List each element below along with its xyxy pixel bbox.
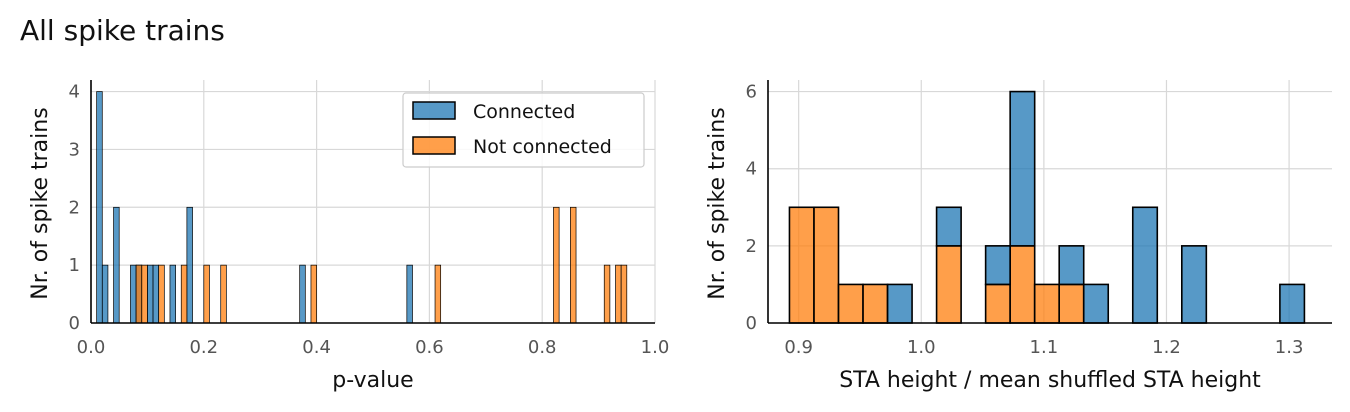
y-tick-label: 1: [69, 255, 80, 276]
bar-not-connected: [1009, 245, 1036, 324]
bar-not-connected: [310, 264, 317, 324]
y-tick-label: 0: [69, 313, 80, 334]
x-tick-label: 0.0: [77, 337, 106, 358]
bar-connected: [299, 264, 306, 324]
bars: [788, 90, 1306, 324]
bar-not-connected: [570, 206, 577, 324]
x-tick-label: 0.6: [415, 337, 444, 358]
bar-connected: [147, 264, 154, 324]
bar-connected: [1058, 245, 1085, 286]
bar-not-connected: [603, 264, 611, 324]
figure-title: All spike trains: [20, 14, 225, 47]
x-tick-label: 1.1: [1030, 337, 1059, 358]
legend-swatch-connected: [412, 101, 456, 120]
legend-label-connected: Connected: [473, 101, 575, 123]
y-axis-label: Nr. of spike trains: [28, 107, 53, 299]
x-tick-label: 1.3: [1275, 337, 1304, 358]
bar-not-connected: [788, 206, 815, 324]
bar-connected: [96, 91, 103, 324]
axes: [90, 80, 655, 324]
bar-not-connected: [553, 206, 560, 324]
bar-connected: [130, 264, 137, 324]
bar-not-connected: [1033, 283, 1060, 324]
x-tick-label: 0.9: [784, 337, 813, 358]
legend-label-not-connected: Not connected: [473, 136, 612, 158]
bar-not-connected: [813, 206, 840, 324]
bar-connected: [169, 264, 176, 324]
bar-not-connected: [135, 264, 143, 324]
bar-connected: [113, 206, 120, 324]
bar-not-connected: [141, 264, 148, 324]
bar-connected: [1082, 283, 1110, 324]
bar-not-connected: [984, 283, 1011, 324]
x-tick-label: 0.8: [528, 337, 557, 358]
legend-frame: [402, 92, 645, 168]
ticks: 0.9 1.0 1.1 1.2 1.3 0 2 4 6: [746, 82, 1304, 358]
legend-swatch-not-connected: [412, 136, 456, 155]
bar-not-connected: [935, 245, 962, 324]
bar-not-connected: [862, 283, 889, 324]
y-tick-label: 4: [69, 82, 80, 103]
bar-connected: [152, 264, 160, 324]
bar-connected: [935, 206, 962, 247]
bar-connected: [886, 283, 913, 324]
sta-ratio-histogram: 0.9 1.0 1.1 1.2 1.3 0 2 4 6 STA height / mean sh…: [705, 80, 1332, 393]
bar-not-connected: [837, 283, 864, 324]
bar-not-connected: [180, 264, 188, 324]
x-tick-label: 0.2: [189, 337, 218, 358]
y-tick-label: 6: [746, 82, 757, 103]
x-tick-label: 1.0: [907, 337, 936, 358]
x-axis-label: p-value: [332, 368, 413, 393]
bar-not-connected: [158, 264, 165, 324]
bar-not-connected: [1058, 283, 1085, 324]
bar-not-connected: [434, 264, 442, 324]
bar-connected: [1279, 283, 1306, 324]
x-tick-label: 1.2: [1152, 337, 1181, 358]
grid-lines: [768, 80, 1332, 324]
bar-connected: [101, 264, 109, 324]
y-tick-label: 4: [746, 159, 757, 180]
x-tick-label: 0.4: [302, 337, 331, 358]
bar-connected: [186, 206, 193, 324]
ticks: 0.0 0.2 0.4 0.6 0.8 1.0 0 1 2 3 4: [69, 82, 670, 358]
y-tick-label: 3: [69, 139, 80, 160]
y-tick-label: 2: [69, 197, 80, 218]
y-axis-label: Nr. of spike trains: [705, 107, 730, 299]
bar-connected: [406, 264, 413, 324]
bar-not-connected: [615, 264, 622, 324]
bar-not-connected: [203, 264, 210, 324]
x-axis-label: STA height / mean shuffled STA height: [839, 368, 1261, 393]
y-tick-label: 2: [746, 236, 757, 257]
y-tick-label: 0: [746, 313, 757, 334]
pvalue-histogram: 0.0 0.2 0.4 0.6 0.8 1.0 0 1 2 3 4 p-value Nr. of s…: [28, 80, 669, 393]
bar-connected: [984, 245, 1011, 286]
bar-not-connected: [220, 264, 227, 324]
bar-not-connected: [620, 264, 628, 324]
bar-connected: [1131, 206, 1159, 324]
axes: [767, 80, 1332, 324]
legend: Connected Not connected: [402, 92, 645, 168]
bar-connected: [1009, 90, 1036, 247]
bar-connected: [1181, 245, 1208, 324]
x-tick-label: 1.0: [641, 337, 670, 358]
